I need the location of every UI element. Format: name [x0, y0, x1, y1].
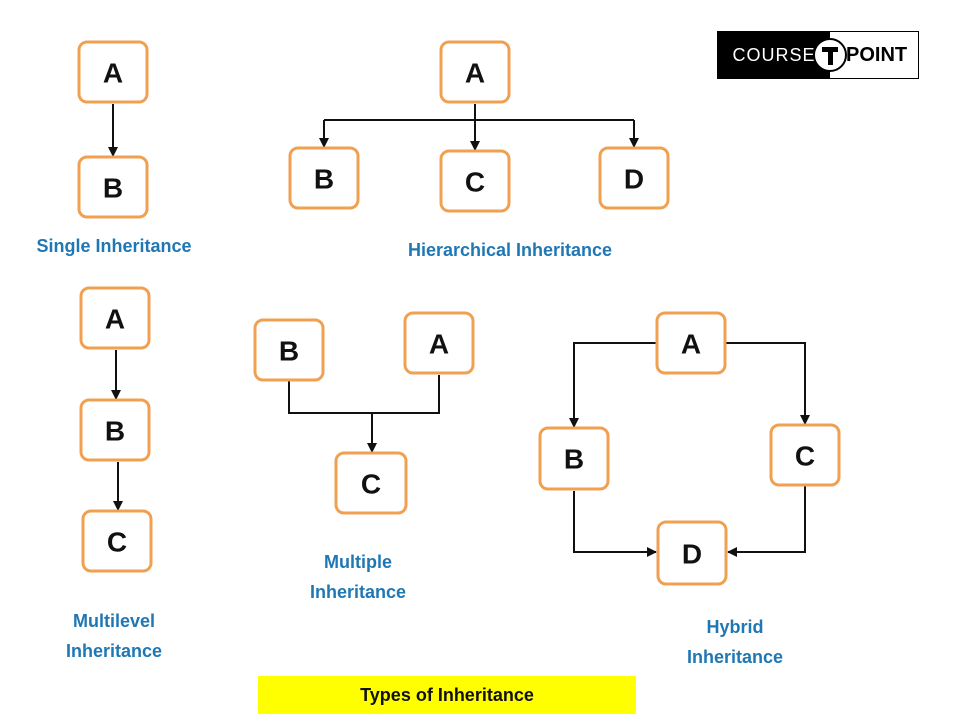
- edge-multiple-junction: [288, 375, 440, 414]
- node-hybrid-d: D: [656, 520, 728, 586]
- node-multiple-b: B: [253, 318, 325, 382]
- nodes: A B A B C D A B C B A C A B C D: [77, 40, 841, 586]
- node-multilevel-b: B: [79, 398, 151, 462]
- node-label: D: [624, 164, 644, 195]
- node-multiple-c: C: [334, 451, 408, 515]
- edge-hybrid-c-d: [727, 486, 806, 557]
- node-label: B: [564, 444, 584, 475]
- caption-banner: Types of Inheritance: [258, 676, 636, 714]
- logo-left-text: COURSE: [732, 44, 816, 65]
- node-label: B: [314, 164, 334, 195]
- edges: [108, 104, 810, 557]
- node-label: B: [105, 416, 125, 447]
- node-label: A: [103, 58, 123, 89]
- node-hierarchical-d: D: [598, 146, 670, 210]
- title-multilevel-inheritance: Multilevel Inheritance: [65, 611, 163, 661]
- node-hierarchical-b: B: [288, 146, 360, 210]
- node-label: A: [465, 58, 485, 89]
- node-hybrid-a: A: [655, 311, 727, 375]
- coursetpoint-logo: COURSE POINT: [717, 31, 919, 79]
- node-hierarchical-c: C: [439, 149, 511, 213]
- node-label: D: [682, 539, 702, 570]
- node-label: A: [429, 329, 449, 360]
- node-label: B: [279, 336, 299, 367]
- title-hybrid-inheritance: Hybrid Inheritance: [686, 617, 784, 667]
- edge-hierarchical-trunk: [324, 104, 634, 121]
- node-hybrid-b: B: [538, 426, 610, 491]
- caption-text: Types of Inheritance: [360, 684, 534, 705]
- title-hierarchical-inheritance: Hierarchical Inheritance: [407, 240, 613, 260]
- edge-hybrid-a-c: [725, 342, 810, 425]
- node-label: C: [465, 167, 485, 198]
- logo-left: COURSE: [718, 32, 830, 78]
- node-multiple-a: A: [403, 311, 475, 375]
- node-label: C: [107, 527, 127, 558]
- node-multilevel-c: C: [81, 509, 153, 573]
- edge-hybrid-b-d: [573, 491, 657, 557]
- logo-t-emblem-icon: [813, 38, 847, 72]
- title-single-inheritance: Single Inheritance: [36, 236, 192, 256]
- node-hybrid-c: C: [769, 423, 841, 487]
- node-label: C: [795, 441, 815, 472]
- node-label: C: [361, 469, 381, 500]
- node-label: B: [103, 173, 123, 204]
- node-single-b: B: [77, 155, 149, 219]
- title-multiple-inheritance: Multiple Inheritance: [309, 552, 407, 602]
- node-single-a: A: [77, 40, 149, 104]
- node-label: A: [105, 304, 125, 335]
- edge-hybrid-a-b: [569, 342, 656, 428]
- node-hierarchical-a: A: [439, 40, 511, 104]
- node-label: A: [681, 329, 701, 360]
- node-multilevel-a: A: [79, 286, 151, 350]
- logo-right-text: POINT: [846, 43, 908, 66]
